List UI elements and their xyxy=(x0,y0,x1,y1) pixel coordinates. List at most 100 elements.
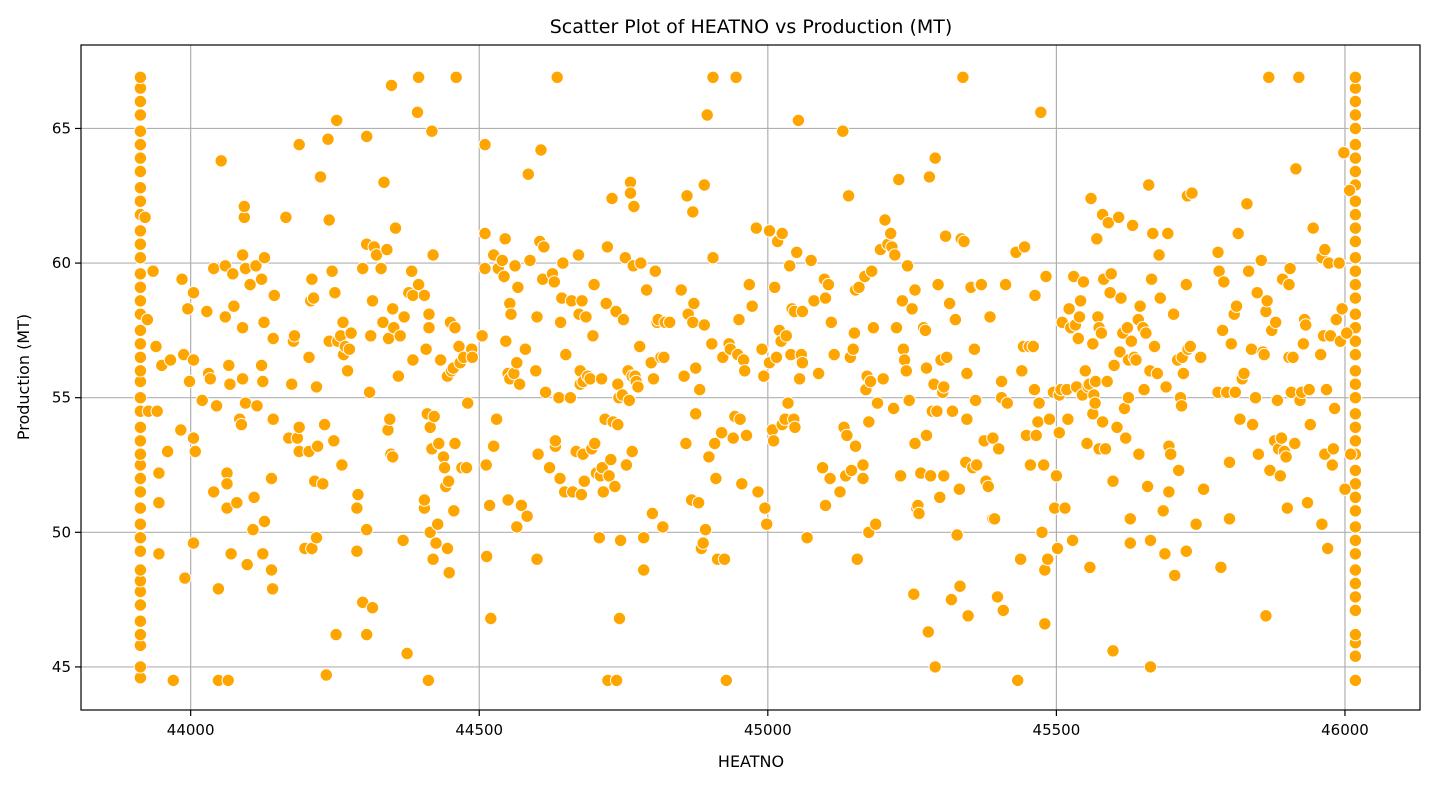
data-point xyxy=(133,124,148,138)
data-point xyxy=(1106,474,1120,488)
data-point xyxy=(246,522,260,537)
data-point xyxy=(152,466,166,480)
plot-frame xyxy=(80,44,1421,711)
data-point xyxy=(350,544,364,558)
data-point xyxy=(360,627,374,642)
data-point xyxy=(316,477,330,491)
data-point xyxy=(680,189,694,203)
data-point xyxy=(689,361,703,375)
data-point xyxy=(1348,407,1363,421)
data-point xyxy=(923,469,938,483)
data-point xyxy=(489,412,504,426)
data-point xyxy=(364,329,378,343)
data-point xyxy=(556,256,570,270)
data-point xyxy=(230,496,244,510)
data-point xyxy=(133,323,148,338)
data-point xyxy=(422,307,436,321)
x-tick-label-4: 46000 xyxy=(1321,721,1369,739)
data-point xyxy=(305,272,319,286)
data-point xyxy=(547,275,561,289)
data-point xyxy=(523,253,537,268)
data-point xyxy=(1224,337,1239,351)
data-point xyxy=(1332,256,1346,270)
data-point xyxy=(870,396,885,410)
data-point xyxy=(983,310,997,324)
data-point xyxy=(322,213,336,227)
data-point xyxy=(1017,240,1032,254)
data-point xyxy=(511,280,525,294)
data-point xyxy=(1090,232,1104,246)
x-tick-label-2: 45000 xyxy=(744,721,792,739)
data-point xyxy=(1321,541,1335,556)
data-point xyxy=(1179,277,1194,292)
data-point xyxy=(1248,391,1263,405)
data-point xyxy=(442,566,456,580)
data-point xyxy=(264,563,279,577)
data-point xyxy=(1104,267,1118,281)
data-point xyxy=(133,251,148,265)
data-point xyxy=(1348,603,1363,618)
data-point xyxy=(950,528,964,542)
data-point xyxy=(1052,426,1067,440)
data-point xyxy=(700,108,714,122)
data-point xyxy=(1348,234,1363,249)
data-point xyxy=(648,264,662,278)
data-point xyxy=(1260,294,1274,308)
data-point xyxy=(1240,197,1254,211)
data-point xyxy=(140,312,155,327)
data-point xyxy=(1348,576,1363,591)
data-point xyxy=(417,288,432,303)
data-point xyxy=(487,439,501,453)
data-point xyxy=(619,458,634,472)
data-point xyxy=(921,625,935,639)
data-point xyxy=(1348,673,1363,688)
data-point xyxy=(240,557,254,572)
data-point xyxy=(518,342,533,356)
data-point xyxy=(234,417,249,432)
data-point xyxy=(552,391,566,405)
data-point xyxy=(360,129,374,144)
data-point xyxy=(931,277,945,292)
y-tick-label-2: 55 xyxy=(52,389,71,407)
data-point xyxy=(930,404,944,418)
data-point xyxy=(406,353,420,367)
data-point xyxy=(325,264,339,278)
data-point xyxy=(613,533,628,548)
data-point xyxy=(841,189,856,203)
data-point xyxy=(846,342,860,356)
data-point xyxy=(1342,183,1357,198)
data-point xyxy=(383,412,397,426)
data-point xyxy=(1152,248,1166,262)
data-point xyxy=(1326,442,1341,456)
data-point xyxy=(133,151,148,165)
data-point xyxy=(380,242,394,257)
data-point xyxy=(266,331,280,346)
data-point xyxy=(905,302,919,316)
data-point xyxy=(1015,364,1029,378)
data-point xyxy=(133,544,148,558)
data-point xyxy=(1120,321,1135,335)
data-point xyxy=(1080,436,1094,451)
data-point xyxy=(1098,442,1113,456)
data-point xyxy=(674,283,688,297)
data-point xyxy=(1319,382,1334,397)
data-point xyxy=(587,277,601,292)
data-point xyxy=(1139,326,1153,340)
data-point xyxy=(627,199,641,214)
data-point xyxy=(309,380,324,394)
data-point xyxy=(440,541,455,556)
data-point xyxy=(1094,326,1109,340)
y-tick-label-4: 65 xyxy=(52,119,71,137)
data-point xyxy=(850,552,864,566)
data-point xyxy=(637,531,651,545)
data-point xyxy=(933,490,947,504)
data-point xyxy=(634,256,648,270)
data-point xyxy=(1348,463,1363,478)
data-point xyxy=(986,431,1000,445)
data-point xyxy=(811,366,826,381)
data-point xyxy=(186,536,201,550)
data-point xyxy=(1222,455,1237,469)
data-point xyxy=(214,154,228,168)
data-point xyxy=(686,205,700,219)
